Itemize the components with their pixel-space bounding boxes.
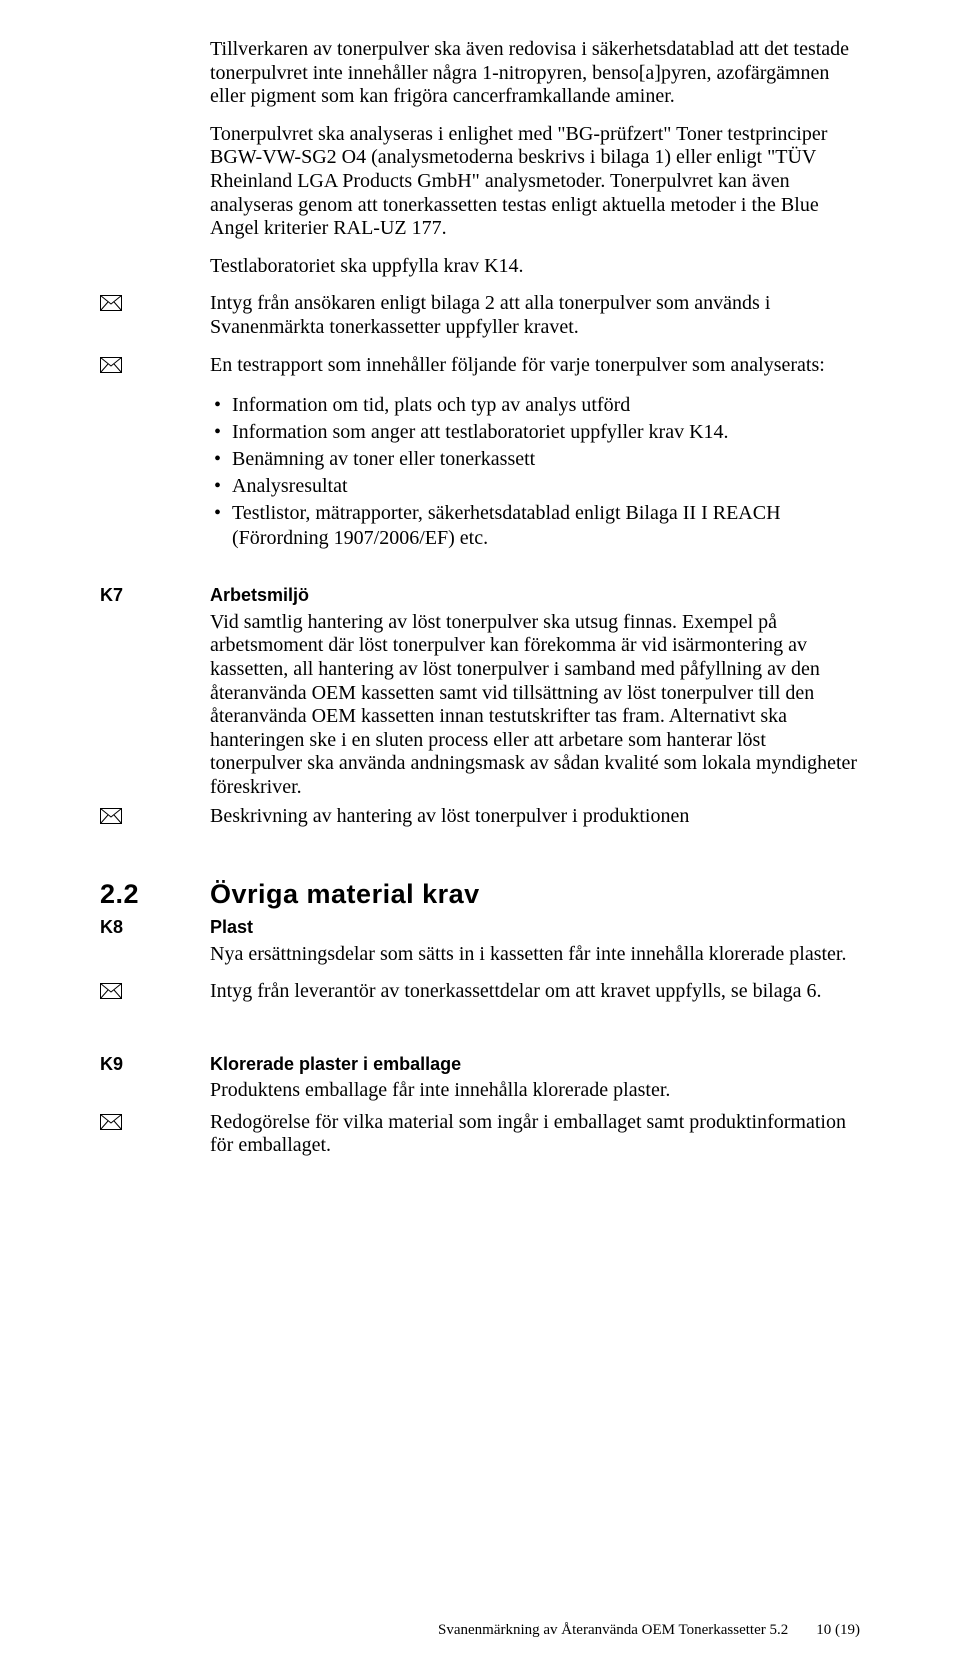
section-number-text: 2.2 <box>100 879 139 909</box>
paragraph: Tonerpulvret ska analyseras i enlighet m… <box>210 123 860 241</box>
margin-marker <box>100 354 210 380</box>
k7-body-block: Vid samtlig hantering av löst tonerpulve… <box>210 611 860 800</box>
paragraph: Tillverkaren av tonerpulver ska även red… <box>210 38 860 109</box>
envelope-text: Redogörelse för vilka material som ingår… <box>210 1111 860 1158</box>
envelope-icon <box>100 294 122 318</box>
envelope-text: Beskrivning av hantering av löst tonerpu… <box>210 805 860 829</box>
requirement-heading: Klorerade plaster i emballage <box>210 1054 860 1076</box>
envelope-icon <box>100 356 122 380</box>
envelope-text: En testrapport som innehåller följande f… <box>210 354 860 378</box>
footer-page-number: 10 (19) <box>816 1622 860 1639</box>
list-item: Information som anger att testlaboratori… <box>232 420 860 445</box>
requirement-key: K8 <box>100 917 210 938</box>
envelope-row: Redogörelse för vilka material som ingår… <box>100 1111 860 1158</box>
k9-body-block: Produktens emballage får inte innehålla … <box>210 1079 860 1103</box>
envelope-row: En testrapport som innehåller följande f… <box>100 354 860 380</box>
envelope-text: Intyg från leverantör av tonerkassettdel… <box>210 980 860 1004</box>
k8-body-block: Nya ersättningsdelar som sätts in i kass… <box>210 943 860 967</box>
paragraph: Produktens emballage får inte innehålla … <box>210 1079 860 1103</box>
section-2-2-row: 2.2 Övriga material krav <box>100 879 860 911</box>
list-item: Analysresultat <box>232 474 860 499</box>
bullet-block: Information om tid, plats och typ av ana… <box>210 393 860 551</box>
requirement-heading: Plast <box>210 917 860 939</box>
list-item: Information om tid, plats och typ av ana… <box>232 393 860 418</box>
margin-marker <box>100 980 210 1006</box>
envelope-row: Beskrivning av hantering av löst tonerpu… <box>100 805 860 831</box>
paragraph: Nya ersättningsdelar som sätts in i kass… <box>210 943 860 967</box>
k9-heading-row: K9 Klorerade plaster i emballage <box>100 1054 860 1076</box>
envelope-icon <box>100 807 122 831</box>
margin-marker <box>100 1111 210 1137</box>
page-footer: Svanenmärkning av Återanvända OEM Tonerk… <box>0 1622 960 1639</box>
margin-marker <box>100 292 210 318</box>
section-title: Övriga material krav <box>210 879 480 909</box>
margin-marker <box>100 805 210 831</box>
envelope-row: Intyg från leverantör av tonerkassettdel… <box>100 980 860 1006</box>
requirement-heading: Arbetsmiljö <box>210 585 860 607</box>
bullet-list: Information om tid, plats och typ av ana… <box>210 393 860 551</box>
footer-title: Svanenmärkning av Återanvända OEM Tonerk… <box>438 1622 788 1639</box>
envelope-row: Intyg från ansökaren enligt bilaga 2 att… <box>100 292 860 339</box>
k7-heading-row: K7 Arbetsmiljö <box>100 585 860 607</box>
intro-block: Tillverkaren av tonerpulver ska även red… <box>210 38 860 278</box>
page: Tillverkaren av tonerpulver ska även red… <box>0 0 960 1663</box>
requirement-key: K9 <box>100 1054 210 1075</box>
list-item: Benämning av toner eller tonerkassett <box>232 447 860 472</box>
envelope-icon <box>100 982 122 1006</box>
k8-heading-row: K8 Plast <box>100 917 860 939</box>
paragraph: Testlaboratoriet ska uppfylla krav K14. <box>210 255 860 279</box>
requirement-key: K7 <box>100 585 210 606</box>
section-title-col: Övriga material krav <box>210 879 860 911</box>
envelope-icon <box>100 1113 122 1137</box>
paragraph: Vid samtlig hantering av löst tonerpulve… <box>210 611 860 800</box>
section-number: 2.2 <box>100 879 210 911</box>
list-item: Testlistor, mätrapporter, säkerhetsdatab… <box>232 501 860 551</box>
envelope-text: Intyg från ansökaren enligt bilaga 2 att… <box>210 292 860 339</box>
